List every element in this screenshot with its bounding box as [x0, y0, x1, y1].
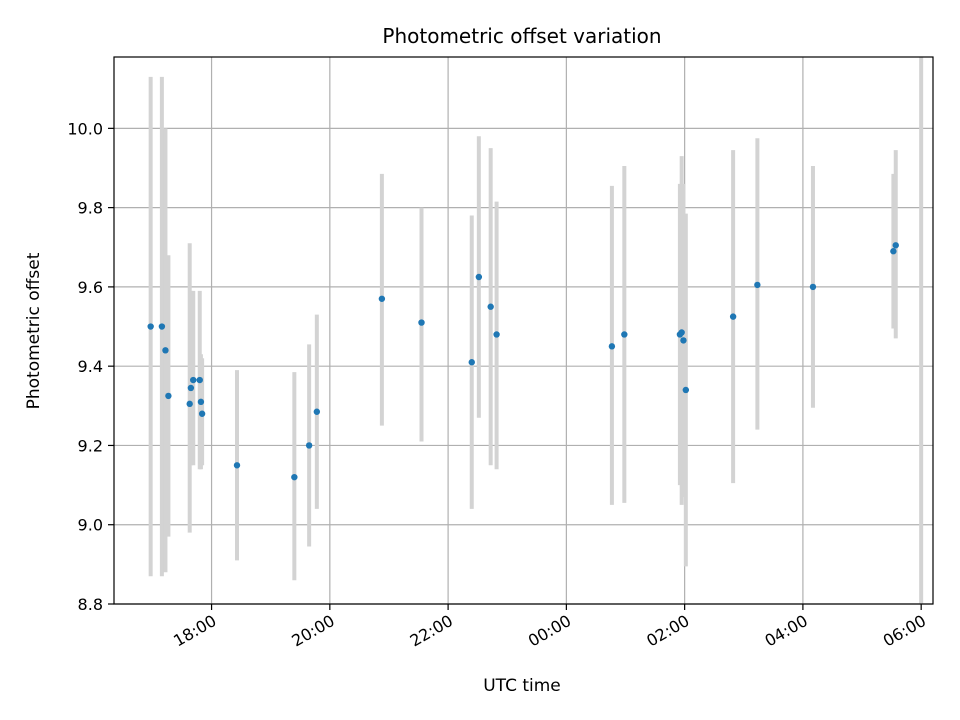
data-point: [186, 400, 193, 408]
data-point: [196, 376, 203, 384]
data-point: [892, 242, 899, 249]
data-point: [147, 323, 154, 330]
data-point: [475, 273, 483, 281]
data-point: [418, 319, 425, 326]
data-point: [729, 313, 737, 320]
y-axis-label: Photometric offset: [24, 252, 44, 409]
y-tick-label: 8.8: [78, 595, 103, 614]
data-point: [809, 283, 817, 291]
data-point: [608, 343, 616, 350]
chart-title: Photometric offset variation: [382, 24, 661, 48]
data-point: [233, 462, 241, 469]
data-points: [147, 242, 899, 481]
y-tick-label: 10.0: [67, 119, 103, 138]
plot-area-frame: [113, 56, 934, 605]
data-point: [890, 248, 897, 255]
y-tick-label: 9.4: [78, 357, 103, 376]
y-tick-label: 9.0: [78, 516, 103, 535]
data-point: [680, 337, 687, 344]
data-point: [162, 347, 169, 354]
data-point: [198, 410, 206, 417]
data-point: [487, 303, 494, 310]
data-point: [468, 359, 475, 366]
data-point: [305, 442, 313, 449]
y-axis-ticks: 8.8 9.0 9.2 9.4 9.6 9.8 10.0: [67, 119, 114, 614]
data-point: [678, 329, 685, 336]
data-point: [621, 331, 628, 338]
x-axis-label: UTC time: [483, 676, 561, 696]
data-point: [197, 398, 205, 406]
grid-lines: [114, 57, 933, 605]
data-point: [165, 392, 172, 400]
data-point: [754, 281, 761, 289]
y-tick-label: 9.6: [78, 278, 103, 297]
data-point: [493, 331, 500, 338]
data-point: [187, 384, 195, 392]
data-point: [291, 473, 298, 481]
data-point: [682, 386, 690, 394]
data-point: [313, 408, 321, 415]
data-point: [158, 323, 166, 330]
data-point: [190, 376, 197, 384]
y-tick-label: 9.2: [78, 436, 103, 455]
y-tick-label: 9.8: [78, 199, 103, 218]
data-point: [378, 295, 386, 302]
